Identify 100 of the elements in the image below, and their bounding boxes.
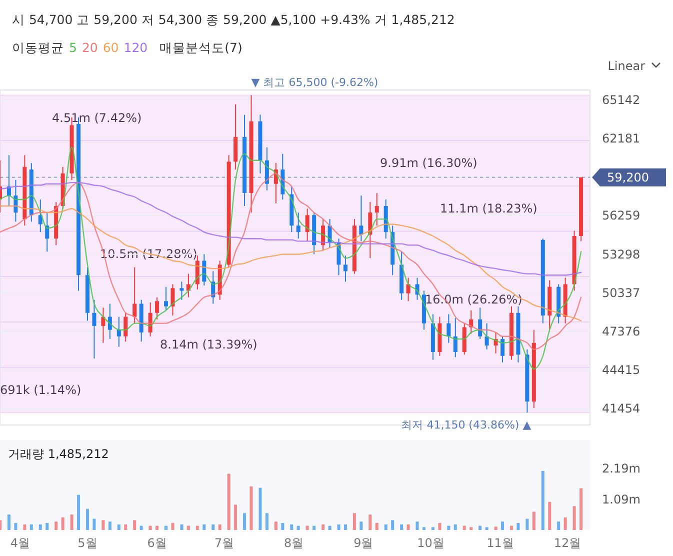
x-tick-label: 12월 [554,536,582,550]
bar [156,526,159,530]
bar [148,526,152,530]
bar [510,526,513,530]
annotation: ▼ 최고 65,500 (-9.62%) [251,76,378,90]
y-tick-label: 47376 [602,324,640,338]
candlestick [101,307,106,344]
text: 거래량 1,485,212 [8,447,109,461]
bar [462,526,466,530]
bar [92,518,96,530]
x-tick-label: 11월 [486,536,514,550]
bar [485,527,488,530]
y-tick-label: 44415 [602,363,640,378]
bar [438,522,442,530]
bar [557,522,560,530]
y-tick-label: 2.19m [602,461,640,476]
bar [77,494,80,530]
bar [117,524,120,530]
bar [7,514,10,530]
bar [516,522,520,530]
candlestick [446,314,451,344]
bar [454,524,457,530]
bar [218,524,222,530]
bar [290,524,294,530]
candlestick [296,212,300,240]
band-label: 9.91m (16.30%) [380,156,478,170]
bar [61,517,64,530]
ref-line-label: 59,200 [607,170,649,184]
bar [133,520,136,530]
y-tick-label: 1.09m [602,492,640,506]
candlestick [116,316,121,348]
band-label: 691k (1.14%) [0,382,82,397]
line-series [0,182,582,276]
x-tick-label: 4월 [10,536,30,550]
bar [306,526,309,530]
bar [274,522,278,530]
chart-subtitle: 시 54,700 고 59,200 저 54,300 종 59,200 ▲5,100 +9.43% 거 1,485,212 [12,12,455,27]
bar [328,526,332,530]
bar [227,474,230,530]
x-tick-label: 9월 [354,536,374,550]
y-tick-label: 41454 [602,402,640,416]
bar [431,527,434,530]
x-tick-label: 6월 [147,536,167,550]
candlestick [124,312,128,342]
bar [344,524,347,530]
candlestick [484,322,489,350]
bar [140,526,143,530]
bar [391,520,394,530]
y-tick-label: 65142 [602,92,640,107]
bar [243,513,246,530]
bar [171,522,174,530]
bar [202,524,206,530]
bar [23,524,26,530]
bar [164,526,168,530]
bar [265,513,268,530]
text: 20 [82,40,98,55]
text: 5 [69,40,77,55]
text: 120 [124,40,148,55]
x-tick-label: 8월 [284,536,304,550]
candlestick [453,318,458,358]
annotation: 최저 41,150 (43.86%) ▲ [401,418,532,432]
bar [416,522,419,530]
bar [478,526,482,530]
candlestick [155,296,160,320]
y-tick-label: 50337 [602,286,640,300]
bar [400,524,404,530]
bar [86,508,89,530]
bar [186,526,190,530]
bar [281,522,284,530]
bar [124,524,128,530]
bar [322,524,325,530]
bar [494,526,498,530]
candlestick [359,195,364,242]
candlestick [374,192,379,226]
band-label: 8.14m (13.39%) [160,338,258,352]
bar [250,486,253,530]
bar [102,520,105,530]
legend-title: 이동평균 [12,40,64,55]
bar [108,522,112,530]
bar [296,526,300,530]
bar [580,488,583,530]
bar [501,522,504,530]
bar [312,526,316,530]
bar [375,522,378,530]
candlestick [170,284,175,316]
bar [352,513,356,530]
bar [38,524,42,530]
bar [46,522,49,530]
y-tick-label: 62181 [602,131,640,146]
band-label: 4.51m (7.42%) [52,110,142,125]
x-tick-label: 5월 [78,536,98,550]
bar [470,527,473,530]
y-tick-label: 53298 [602,247,640,262]
bar [337,524,340,530]
bar [258,488,262,530]
bar [54,522,58,530]
candlestick [38,198,42,233]
bar [447,526,450,530]
band-label: 11.1m (18.23%) [440,202,538,216]
bar [548,502,552,530]
